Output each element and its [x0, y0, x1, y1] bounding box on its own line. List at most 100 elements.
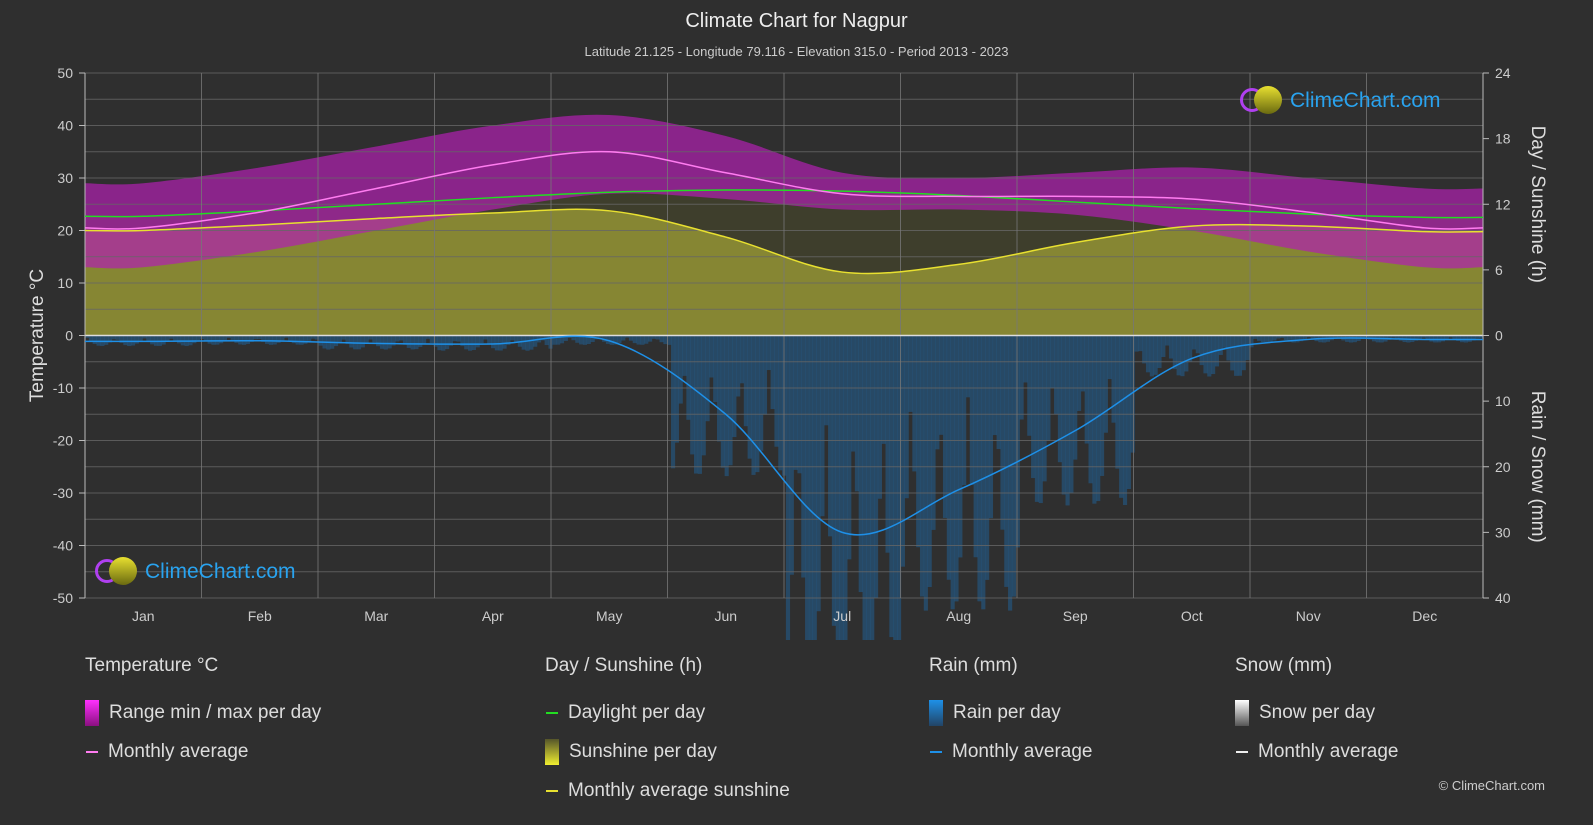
rain-day-bar [854, 335, 859, 492]
rain-day-bar [230, 335, 235, 341]
rain-day-bar [1475, 335, 1480, 339]
rain-day-bar [789, 335, 794, 575]
rain-day-bar [801, 335, 806, 578]
left-tick-label: 30 [57, 170, 73, 186]
rain-day-bar [310, 335, 316, 339]
rain-day-bar [651, 335, 656, 339]
rain-day-bar [1084, 335, 1089, 444]
rain-day-bar [1073, 335, 1078, 460]
rain-day-bar [104, 335, 109, 345]
rain-day-bar [1023, 335, 1028, 383]
climate-chart: 50 40 30 20 10 0 -10 -20 -30 -40 -50 24 18 12 6 0 10 20 30… [27, 65, 1548, 640]
rain-day-bar [410, 335, 415, 350]
rain-day-bar [1348, 335, 1354, 343]
month-label: Mar [364, 608, 388, 624]
rain-day-bar [1249, 335, 1254, 348]
rain-day-bar [1417, 335, 1423, 339]
rain-day-bar [977, 335, 982, 602]
rain-day-bar [1299, 335, 1304, 342]
rain-day-bar [479, 335, 484, 344]
rain-day-bar [1440, 335, 1445, 342]
rain-day-bar [272, 335, 277, 345]
rain-day-bar [1153, 335, 1158, 375]
rain-day-bar [1425, 335, 1430, 340]
rain-day-bar [942, 335, 948, 518]
sunshine-avg-line [84, 208, 1484, 275]
rain-day-bar [571, 335, 576, 341]
rain-day-bar [1391, 335, 1396, 338]
temperature-avg-line [84, 150, 1484, 230]
rain-day-bar [219, 335, 224, 344]
rain-day-bar [1138, 335, 1143, 352]
rain-day-bar [563, 335, 568, 341]
legend-snow: Snow (mm) Snow per day Monthly average [1235, 655, 1398, 771]
month-label: Aug [946, 608, 971, 624]
rain-day-bar [1004, 335, 1009, 587]
rain-day-bar [96, 335, 101, 346]
rain-day-bar [1161, 335, 1166, 357]
rain-day-bar [1038, 335, 1043, 504]
month-label: Jul [833, 608, 851, 624]
rain-day-bar [1119, 335, 1124, 498]
rain-day-bar [341, 335, 346, 340]
rain-day-bar [1306, 335, 1311, 338]
rain-day-bar [831, 335, 837, 626]
rain-day-bar [1168, 335, 1174, 359]
rain-day-bar [965, 335, 971, 398]
rain-day-bar [307, 335, 312, 342]
rain-day-bar [391, 335, 396, 346]
rain-day-bar [762, 335, 768, 415]
legend-sun: Day / Sunshine (h) Daylight per day Suns… [545, 655, 790, 810]
rain-day-bar [1295, 335, 1300, 343]
right-axis-top-title: Day / Sunshine (h) [1527, 126, 1548, 283]
legend-item-range: Range min / max per day [85, 693, 321, 732]
rain-day-bar [146, 335, 151, 342]
rain-day-bar [609, 335, 614, 345]
rain-day-bar [996, 335, 1001, 450]
rain-day-bar [893, 335, 898, 640]
rain-day-bar [468, 335, 473, 351]
rain-day-bar [379, 335, 385, 349]
rain-day-bar [916, 335, 921, 548]
rain-day-bar [314, 335, 319, 340]
rain-day-bar [422, 335, 427, 344]
rain-day-bar [713, 335, 718, 403]
rain-day-bar [552, 335, 557, 345]
rain-day-bar [123, 335, 128, 346]
rain-day-bar [1034, 335, 1040, 502]
rain-day-bar [169, 335, 174, 339]
rain-day-bar [785, 335, 791, 640]
rain-day-bar [671, 335, 676, 469]
rain-day-bar [1310, 335, 1315, 340]
rain-day-bar [1011, 335, 1017, 597]
rain-day-bar [720, 335, 725, 468]
legend-label: Daylight per day [568, 701, 706, 723]
rain-day-bar [697, 335, 702, 474]
rain-day-bar [1077, 335, 1082, 411]
rain-day-bar [877, 335, 882, 499]
rain-day-bar [805, 335, 810, 640]
rain-day-bar [280, 335, 285, 341]
legend-item-rain-avg: Monthly average [929, 732, 1092, 771]
rain-day-bar [142, 335, 147, 339]
legend-header: Temperature °C [85, 655, 219, 676]
rain-day-bar [1061, 335, 1066, 495]
legend-rain: Rain (mm) Rain per day Monthly average [929, 655, 1092, 771]
rain-day-bar [659, 335, 664, 343]
rain-day-bar [111, 335, 116, 340]
rain-day-bar [399, 335, 404, 341]
rain-day-bar [222, 335, 228, 341]
rain-day-bar [1165, 335, 1170, 346]
rain-day-bar [617, 335, 622, 343]
rain-day-bar [820, 335, 825, 517]
rain-day-bar [1414, 335, 1419, 341]
rain-day-bar [1452, 335, 1457, 340]
rain-day-bar [1291, 335, 1296, 343]
rain-day-bar [506, 335, 511, 346]
rain-day-bar [1368, 335, 1373, 340]
rain-day-bar [318, 335, 323, 346]
rain-day-bar [134, 335, 139, 344]
left-tick-label: 10 [57, 275, 73, 291]
rain-day-bar [582, 335, 588, 345]
legend-label: Sunshine per day [569, 740, 717, 762]
